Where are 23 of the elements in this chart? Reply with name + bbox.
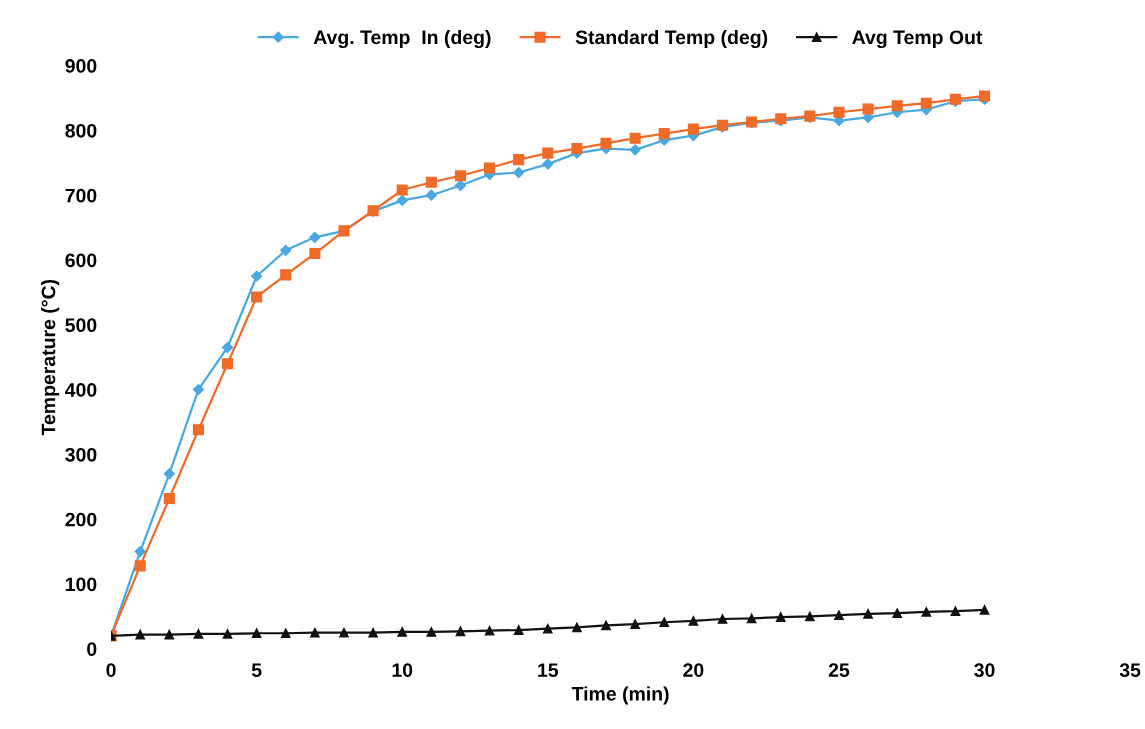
legend-label: Avg. Temp In (deg) [313,29,491,49]
y-tick-label: 0 [87,642,97,657]
y-tick-label: 400 [65,383,97,397]
y-axis-title: Temperature (°C) [41,279,60,436]
y-tick-label: 700 [65,188,97,203]
x-axis-title: Time (min) [571,686,669,705]
x-tick-label: 25 [828,663,850,677]
x-tick-label: 30 [974,663,995,678]
y-tick-label: 900 [65,59,97,73]
x-tick-label: 10 [392,663,413,677]
legend-label: Avg Temp Out [852,30,983,49]
y-tick-label: 100 [65,577,97,592]
y-tick-label: 800 [65,123,97,138]
x-tick-label: 35 [1119,663,1141,678]
y-tick-label: 500 [65,318,97,333]
x-tick-label: 20 [683,663,704,677]
y-tick-label: 300 [65,447,97,462]
y-tick-label: 200 [65,512,97,527]
x-tick-label: 5 [251,663,262,677]
x-tick-label: 0 [106,663,116,677]
legend-label: Standard Temp (deg) [575,29,768,49]
x-tick-label: 15 [538,663,559,677]
y-tick-label: 600 [65,253,97,268]
